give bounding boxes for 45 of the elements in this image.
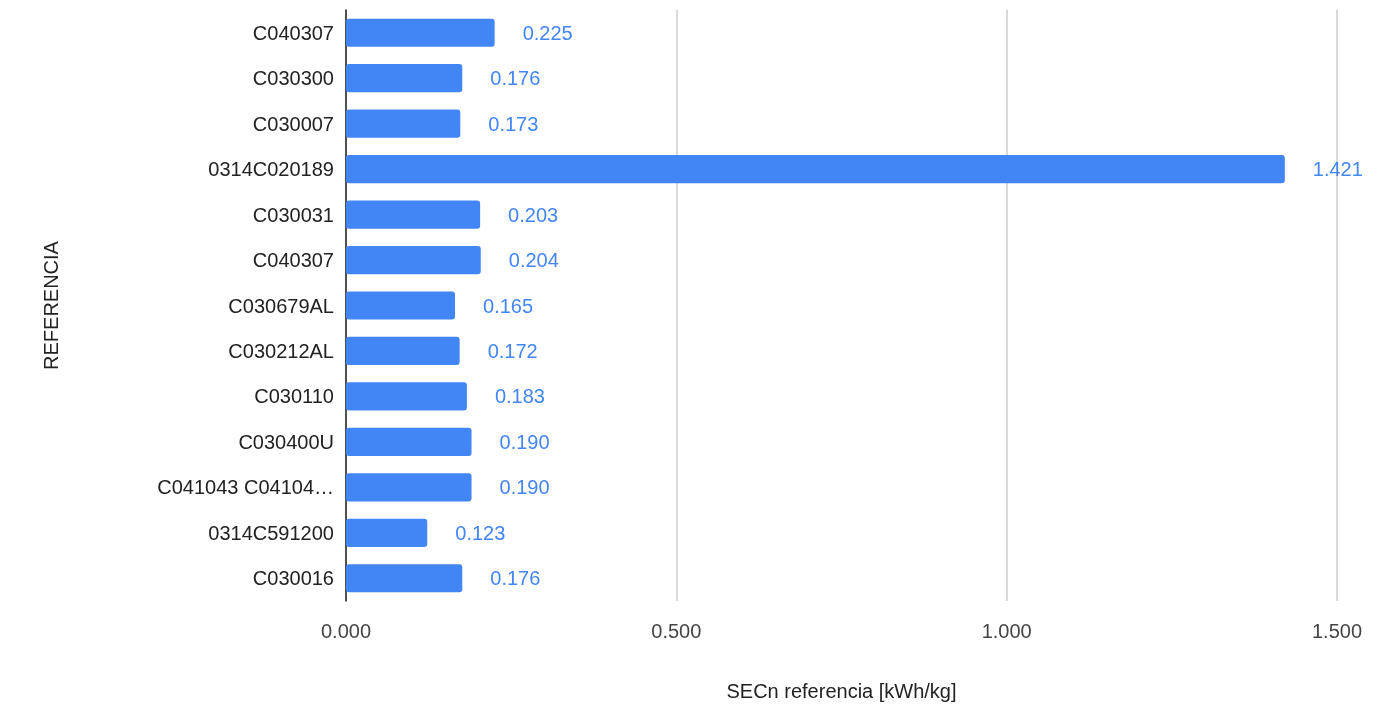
data-label: 0.190: [499, 476, 550, 499]
bar: [346, 382, 467, 411]
bar: [346, 427, 472, 456]
y-axis-title: REFERENCIA: [40, 240, 62, 370]
bar: [346, 473, 472, 502]
y-tick-label: C030212AL: [228, 339, 334, 362]
y-tick-label: C030400U: [238, 430, 334, 453]
bar: [346, 291, 456, 320]
y-tick-label: C040307: [252, 21, 334, 44]
y-tick-label: C041043 C04104…: [157, 476, 334, 499]
x-tick-label: 0.000: [320, 620, 372, 642]
bar: [346, 336, 460, 366]
data-label: 0.204: [508, 249, 559, 272]
bar: [346, 155, 1285, 184]
bar: [346, 518, 428, 547]
bar: [346, 200, 481, 229]
data-label: 0.176: [490, 67, 541, 90]
data-label: 0.190: [499, 430, 550, 453]
data-label: 0.176: [490, 567, 541, 590]
data-label: 0.183: [494, 385, 545, 408]
bar: [346, 109, 461, 138]
data-label: 1.421: [1312, 158, 1363, 181]
y-tick-label: C030300: [252, 67, 334, 90]
bar: [346, 564, 463, 593]
data-label: 0.123: [455, 521, 506, 544]
bar: [346, 245, 481, 275]
y-tick-label: C040307: [252, 249, 334, 272]
data-label: 0.172: [487, 339, 538, 362]
data-label: 0.203: [508, 203, 559, 226]
x-tick-label: 0.500: [651, 620, 702, 642]
x-tick-label: 1.500: [1311, 620, 1363, 642]
y-tick-label: 0314C020189: [208, 158, 334, 181]
y-tick-label: C030016: [252, 567, 334, 590]
data-label: 0.225: [522, 21, 573, 44]
bar: [346, 64, 463, 93]
x-tick-label: 1.000: [981, 620, 1032, 642]
y-tick-label: C030007: [252, 112, 334, 135]
y-tick-label: C030031: [252, 203, 334, 226]
data-label: 0.173: [488, 112, 539, 135]
y-tick-label: C030679AL: [228, 294, 334, 317]
y-tick-label: 0314C591200: [208, 521, 334, 544]
bar: [346, 18, 495, 47]
y-tick-label: C030110: [254, 385, 334, 408]
data-label: 0.165: [483, 294, 534, 317]
x-axis-title: SECn referencia [kWh/kg]: [726, 680, 957, 702]
